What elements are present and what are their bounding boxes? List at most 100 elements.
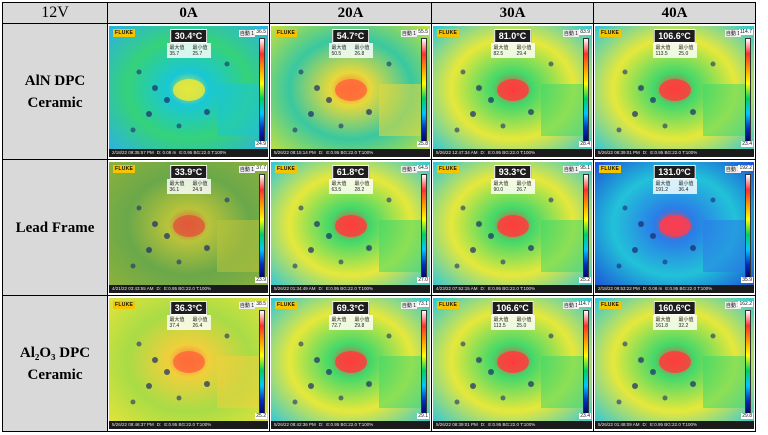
thermal-cell: FLUKE 30.4°C 最大值 最小值 35.7 25.7 自動 1 36.5 24.9 2/1… [107,23,270,160]
color-scale-bar [583,174,589,280]
scale-min-value: 27.0 [417,277,429,283]
heat-region [497,79,529,101]
thermal-cell: FLUKE 61.8°C 最大值 最小值 63.5 28.2 自動 1 64.5 27.0 5/2… [269,159,432,296]
scale-max-value: 64.5 [417,165,429,171]
capture-date: 5/26/22 08:39:01 PM [598,150,640,155]
thermal-image: FLUKE 69.3°C 最大值 最小值 72.7 29.8 自動 1 73.1 29.1 5/2… [271,298,430,429]
min-value: 25.7 [192,51,203,57]
heat-region [470,111,476,117]
heat-region [622,69,628,75]
thermal-heatmap [433,298,592,429]
fluke-logo: FLUKE [275,29,298,37]
status-bar: 2/18/22 09:53:22 PM D: 0.08 m E:0.95 BG:22… [595,285,754,293]
distance-readout: D: [156,286,162,291]
heat-region [541,84,587,136]
heat-region [326,97,332,103]
emissivity-readout: E:0.95 BG:22.0 T:100% [164,286,211,291]
thermal-image: FLUKE 30.4°C 最大值 最小值 35.7 25.7 自動 1 36.5 24.9 2/1… [109,26,268,157]
thermal-image: FLUKE 61.8°C 最大值 最小值 63.5 28.2 自動 1 64.5 27.0 5/2… [271,162,430,293]
heat-region [335,79,367,101]
min-label: 最小值 [354,181,370,187]
heat-region [454,263,460,269]
row-label-line2: Ceramic [27,366,83,383]
scale-min-value: 23.4 [741,141,753,147]
center-temperature: 61.8°C [331,165,370,179]
heat-region [164,369,170,375]
distance-readout: D: [642,422,648,427]
heat-region [650,233,656,239]
emissivity-readout: E:0.95 BG:22.0 T:100% [488,150,535,155]
capture-date: 5/26/22 08:42:36 PM [274,422,316,427]
emissivity-readout: E:0.95 BG:22.0 T:100% [326,150,374,155]
distance-readout: D: 0.08 m [156,150,177,155]
row-label-al2o3: Al₂O₃ DPC Ceramic [2,295,108,432]
max-value: 72.7 [331,323,342,329]
thermal-image: FLUKE 106.6°C 最大值 最小值 113.5 25.0 自動 1 114.7 23.4… [595,26,754,157]
min-label: 最小值 [678,45,694,51]
color-scale-bar [745,310,751,416]
scale-max-value: 37.7 [255,165,267,171]
center-temperature: 36.3°C [169,301,208,315]
thermal-cell: FLUKE 93.3°C 最大值 最小值 90.0 26.7 自動 1 95.1 25.2 4/2… [431,159,594,296]
fluke-logo: FLUKE [113,301,136,309]
heat-region [659,79,691,101]
fluke-logo: FLUKE [113,29,136,37]
heat-region [690,109,696,115]
row-label-line1: Lead Frame [15,219,95,236]
heat-region [632,383,638,389]
distance-readout: D: [318,286,324,291]
heat-region [130,399,136,405]
heat-region [690,381,696,387]
minmax-box: 最大值 最小值 50.5 26.8 [328,43,373,58]
scale-min-value: 29.8 [741,413,753,419]
min-label: 最小值 [678,317,694,323]
scale-min-value: 25.2 [255,413,267,419]
min-value: 29.4 [516,51,527,57]
heat-region [703,220,749,272]
auto-mode-label: 自動 1 [238,30,255,37]
thermal-image: FLUKE 33.9°C 最大值 最小值 36.1 24.9 自動 1 37.7 23.9 4/2… [109,162,268,293]
distance-readout: D: [156,422,162,427]
heat-region [366,109,372,115]
capture-date: 2/18/22 09:35:57 PM [112,150,154,155]
thermal-image: FLUKE 54.7°C 最大值 最小值 50.5 26.8 自動 1 55.5 25.8 5/2… [271,26,430,157]
heat-region [659,215,691,237]
heat-region [308,111,314,117]
heat-region [703,356,749,408]
scale-max-value: 192.2 [738,165,753,171]
emissivity-readout: E:0.95 BG:22.0 T:100% [488,286,535,291]
auto-mode-label: 自動 1 [724,30,741,37]
heat-region [338,123,344,129]
status-bar: 5/26/22 08:46:37 PM D: E:0.95 BG:22.0 T:10… [109,421,268,429]
heat-region [528,245,534,251]
heat-region [386,61,392,67]
color-scale-bar [745,174,751,280]
center-temperature: 106.6°C [491,301,534,315]
fluke-logo: FLUKE [437,29,460,37]
fluke-logo: FLUKE [113,165,136,173]
heat-region [622,341,628,347]
min-label: 最小值 [354,45,370,51]
thermal-image: FLUKE 160.6°C 最大值 最小值 161.8 32.2 自動 1 162.2 29.8… [595,298,754,429]
thermal-cell: FLUKE 33.9°C 最大值 最小值 36.1 24.9 自動 1 37.7 23.9 4/2… [107,159,270,296]
heat-region [326,233,332,239]
heat-region [173,215,205,237]
capture-date: 2/18/22 09:53:22 PM [598,286,640,291]
auto-mode-label: 自動 1 [724,302,741,309]
emissivity-readout: E:0.95 BG:22.0 T:100% [650,422,697,427]
heat-region [308,383,314,389]
heat-region [130,263,136,269]
heat-region [500,259,506,265]
distance-readout: D: 0.08 m [642,286,663,291]
emissivity-readout: E:0.95 BG:22.0 T:100% [650,150,698,155]
heat-region [152,357,158,363]
heat-region [379,84,425,136]
max-value: 191.2 [655,187,668,193]
heat-region [638,357,644,363]
heat-region [136,205,142,211]
distance-readout: D: [318,422,324,427]
heat-region [204,109,210,115]
heat-region [338,259,344,265]
heat-region [632,111,638,117]
scale-min-value: 28.4 [579,141,591,147]
